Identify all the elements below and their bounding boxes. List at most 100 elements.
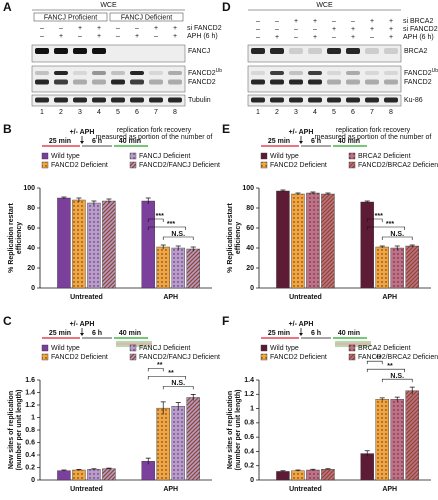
protocol-note: measured as portion of the number of [315, 134, 432, 141]
band [289, 97, 303, 103]
error-bar [106, 198, 112, 203]
protocol-label: +/- APH [289, 129, 314, 136]
band [73, 71, 87, 75]
legend-label: FANCJ Deficient [139, 345, 190, 352]
treatment-sign: – [275, 18, 279, 25]
bar [171, 406, 185, 481]
band [92, 71, 106, 75]
pulse1-label: 25 min [268, 330, 290, 337]
bracket [366, 360, 383, 365]
blot-box [247, 44, 402, 63]
treatment-sign: + [351, 34, 355, 41]
error-bar [160, 401, 166, 415]
blot-box [31, 44, 186, 63]
bar [390, 399, 404, 481]
band [54, 71, 68, 75]
bracket [381, 378, 413, 383]
bar [87, 469, 101, 481]
band [149, 71, 163, 75]
y-tick-label: 0.8 [25, 427, 35, 434]
panel-letter: C [3, 314, 12, 328]
band [308, 79, 322, 85]
y-tick-label: 60 [246, 225, 254, 232]
significance: N.S. [171, 231, 185, 238]
y-axis-label-line: New sites of replication [8, 391, 15, 469]
treatment-sign: – [351, 18, 355, 25]
bracket [147, 226, 187, 230]
band [346, 48, 360, 54]
error-bar [61, 196, 67, 199]
y-axis-label-line: efficiency [16, 222, 23, 254]
arrow-head [299, 333, 303, 336]
treatment-sign: + [389, 18, 393, 25]
band [35, 48, 49, 54]
significance: ** [376, 355, 382, 362]
error-bar [76, 469, 82, 471]
y-tick-label: 0.4 [25, 452, 35, 459]
bar [72, 199, 86, 289]
legend-swatch [41, 353, 49, 361]
error-bar [91, 468, 97, 470]
bar [156, 246, 170, 289]
treatment-sign: + [78, 25, 82, 32]
y-tick-label: 0.6 [25, 439, 35, 446]
arrow-head [80, 333, 84, 336]
bar [72, 469, 86, 481]
lane-number: 2 [59, 109, 63, 116]
group-label: FANCJ Proficient [44, 14, 97, 21]
treatment-sign: + [154, 25, 158, 32]
treatment-sign: + [97, 33, 101, 40]
treatment-sign: + [135, 33, 139, 40]
legend-label: Wild type [270, 345, 299, 352]
panel-letter: D [222, 0, 231, 14]
bar [156, 407, 170, 481]
band-label: FANCD2 [404, 79, 432, 86]
band [149, 97, 163, 103]
y-tick-label: 100 [23, 185, 35, 192]
band [111, 79, 125, 85]
bar [321, 469, 335, 481]
band [92, 48, 106, 54]
band [251, 71, 265, 75]
bar [276, 190, 290, 289]
band [73, 79, 87, 85]
band [270, 97, 284, 103]
treatment-sign: + [173, 25, 177, 32]
bar [57, 470, 71, 481]
group-box [109, 12, 184, 22]
y-tick-label: 0 [250, 477, 254, 484]
band [365, 48, 379, 54]
legend-swatch [129, 161, 137, 169]
significance: *** [167, 221, 175, 228]
band-label: FANCD2Ub [404, 68, 438, 77]
band [54, 48, 68, 54]
bar [360, 453, 374, 481]
treatment-sign: – [294, 26, 298, 33]
bracket [147, 368, 164, 372]
bar [291, 193, 305, 289]
bracket [162, 386, 194, 390]
error-bar [409, 244, 415, 247]
band-label: Ku-86 [404, 97, 423, 104]
treatment-sign: – [59, 25, 63, 32]
lane-number: 6 [351, 109, 355, 116]
lane-number: 2 [275, 109, 279, 116]
legend-label: Wild type [51, 153, 80, 160]
treatment-sign: – [256, 34, 260, 41]
y-tick-label: 80 [27, 205, 35, 212]
error-bar [364, 450, 370, 457]
significance: ** [387, 363, 393, 370]
y-tick-label: 40 [27, 245, 35, 252]
lane-number: 3 [78, 109, 82, 116]
error-bar [379, 245, 385, 248]
legend-label: FANCJ Deficient [139, 153, 190, 160]
band [308, 48, 322, 54]
treatment-sign: + [332, 26, 336, 33]
panel-letter: B [3, 122, 12, 136]
y-tick-label: 1.6 [25, 377, 35, 384]
lane-number: 4 [313, 109, 317, 116]
bracket [381, 236, 413, 240]
y-tick-label: 1.4 [25, 389, 35, 396]
x-tick-label: APH [163, 294, 178, 301]
error-bar [364, 200, 370, 203]
